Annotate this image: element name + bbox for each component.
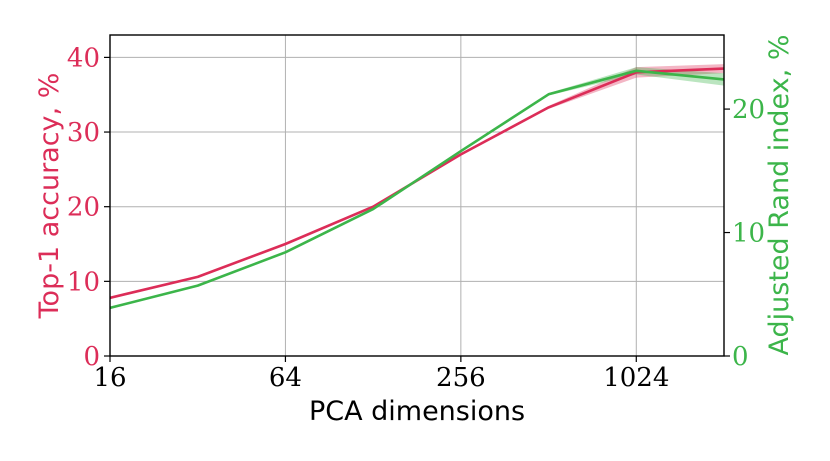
- left-tick-label: 20: [67, 193, 100, 223]
- ticks: 16 64 256 1024 0 10 20 30 40 0 10 20: [67, 43, 765, 393]
- right-tick-label: 10: [732, 219, 765, 249]
- left-tick-label: 40: [67, 43, 100, 73]
- plot-frame: [109, 34, 725, 357]
- left-tick-label: 30: [67, 118, 100, 148]
- left-axis-label: Top-1 accuracy, %: [34, 73, 65, 320]
- x-tick-label: 64: [269, 363, 302, 393]
- series-lines: [110, 67, 724, 310]
- left-tick-label: 10: [67, 267, 100, 297]
- series-0-line: [110, 67, 724, 300]
- x-tick-label: 16: [93, 363, 126, 393]
- x-axis-label: PCA dimensions: [309, 396, 525, 427]
- right-tick-label: 20: [732, 95, 765, 125]
- grid: [109, 35, 724, 357]
- left-tick-label: 0: [83, 342, 100, 372]
- series-1-line: [110, 69, 724, 310]
- confidence-bands: [110, 64, 724, 308]
- x-tick-label: 256: [436, 363, 486, 393]
- right-axis-label: Adjusted Rand index, %: [764, 35, 795, 356]
- x-tick-label: 1024: [603, 363, 669, 393]
- right-tick-label: 0: [732, 342, 749, 372]
- series-1-band: [110, 67, 724, 308]
